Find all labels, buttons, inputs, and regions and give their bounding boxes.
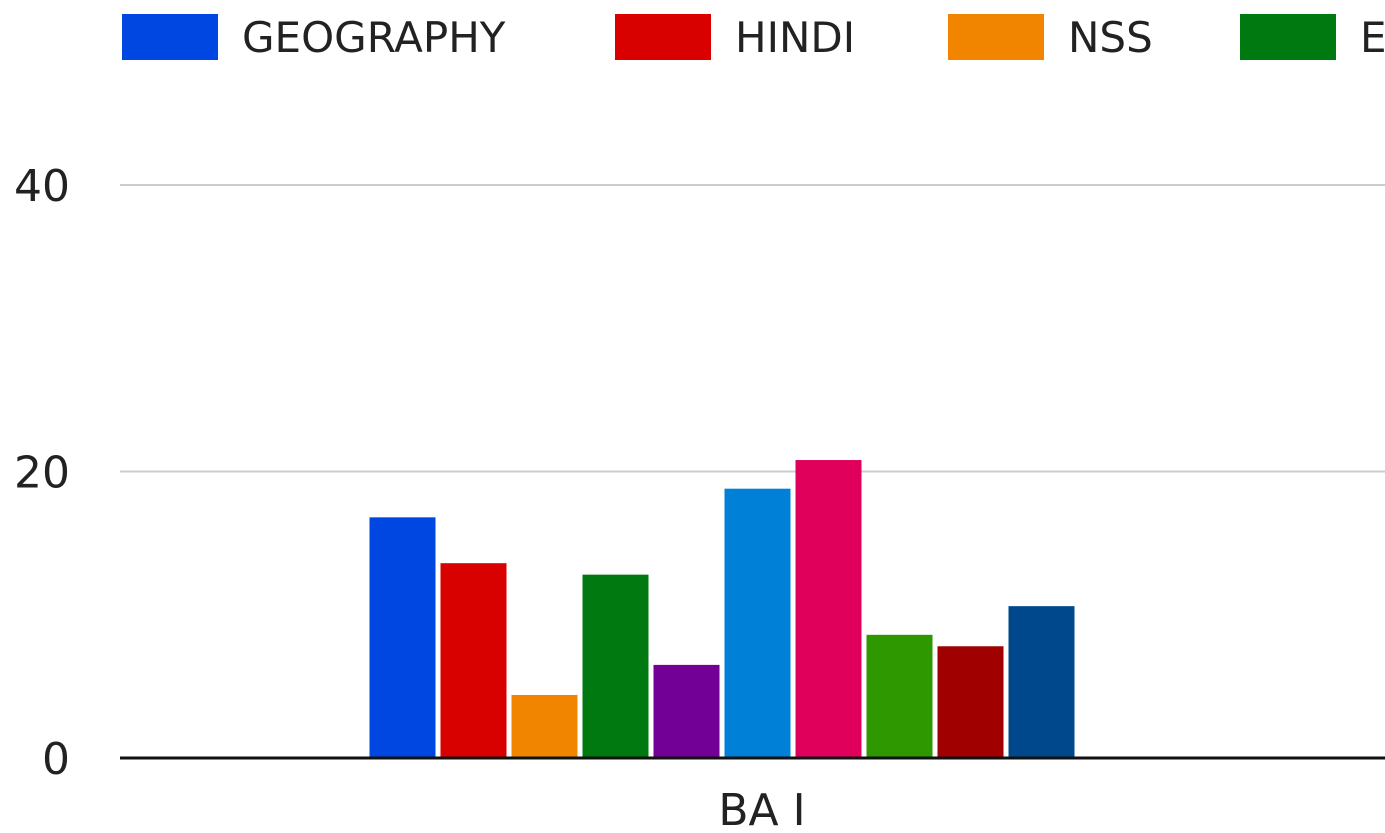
bar-series-10 <box>1008 606 1075 758</box>
y-tick-label: 0 <box>42 734 70 785</box>
bar-nss <box>511 694 578 758</box>
bar-e <box>582 574 649 758</box>
legend-swatch-geography <box>122 14 218 60</box>
legend-label-e: E <box>1360 13 1385 62</box>
x-tick-label: BA I <box>718 785 805 829</box>
y-tick-label: 20 <box>14 448 70 499</box>
bar-series-6 <box>724 488 791 758</box>
grid-layer <box>120 184 1385 473</box>
bar-series-8 <box>866 634 933 758</box>
legend: GEOGRAPHY HINDI NSS E <box>122 13 1385 62</box>
legend-swatch-nss <box>948 14 1044 60</box>
legend-label-hindi: HINDI <box>735 13 855 62</box>
legend-swatch-hindi <box>615 14 711 60</box>
legend-label-nss: NSS <box>1068 13 1153 62</box>
bar-hindi <box>440 563 507 758</box>
bar-layer <box>369 460 1075 758</box>
legend-label-geography: GEOGRAPHY <box>242 13 506 62</box>
bar-series-5 <box>653 664 720 758</box>
axis-layer: 0 20 40 BA I <box>14 161 1385 833</box>
bar-geography <box>369 517 436 758</box>
bar-series-9 <box>937 646 1004 758</box>
legend-swatch-e <box>1240 14 1336 60</box>
y-tick-label: 40 <box>14 161 70 212</box>
bar-series-7 <box>795 460 862 758</box>
